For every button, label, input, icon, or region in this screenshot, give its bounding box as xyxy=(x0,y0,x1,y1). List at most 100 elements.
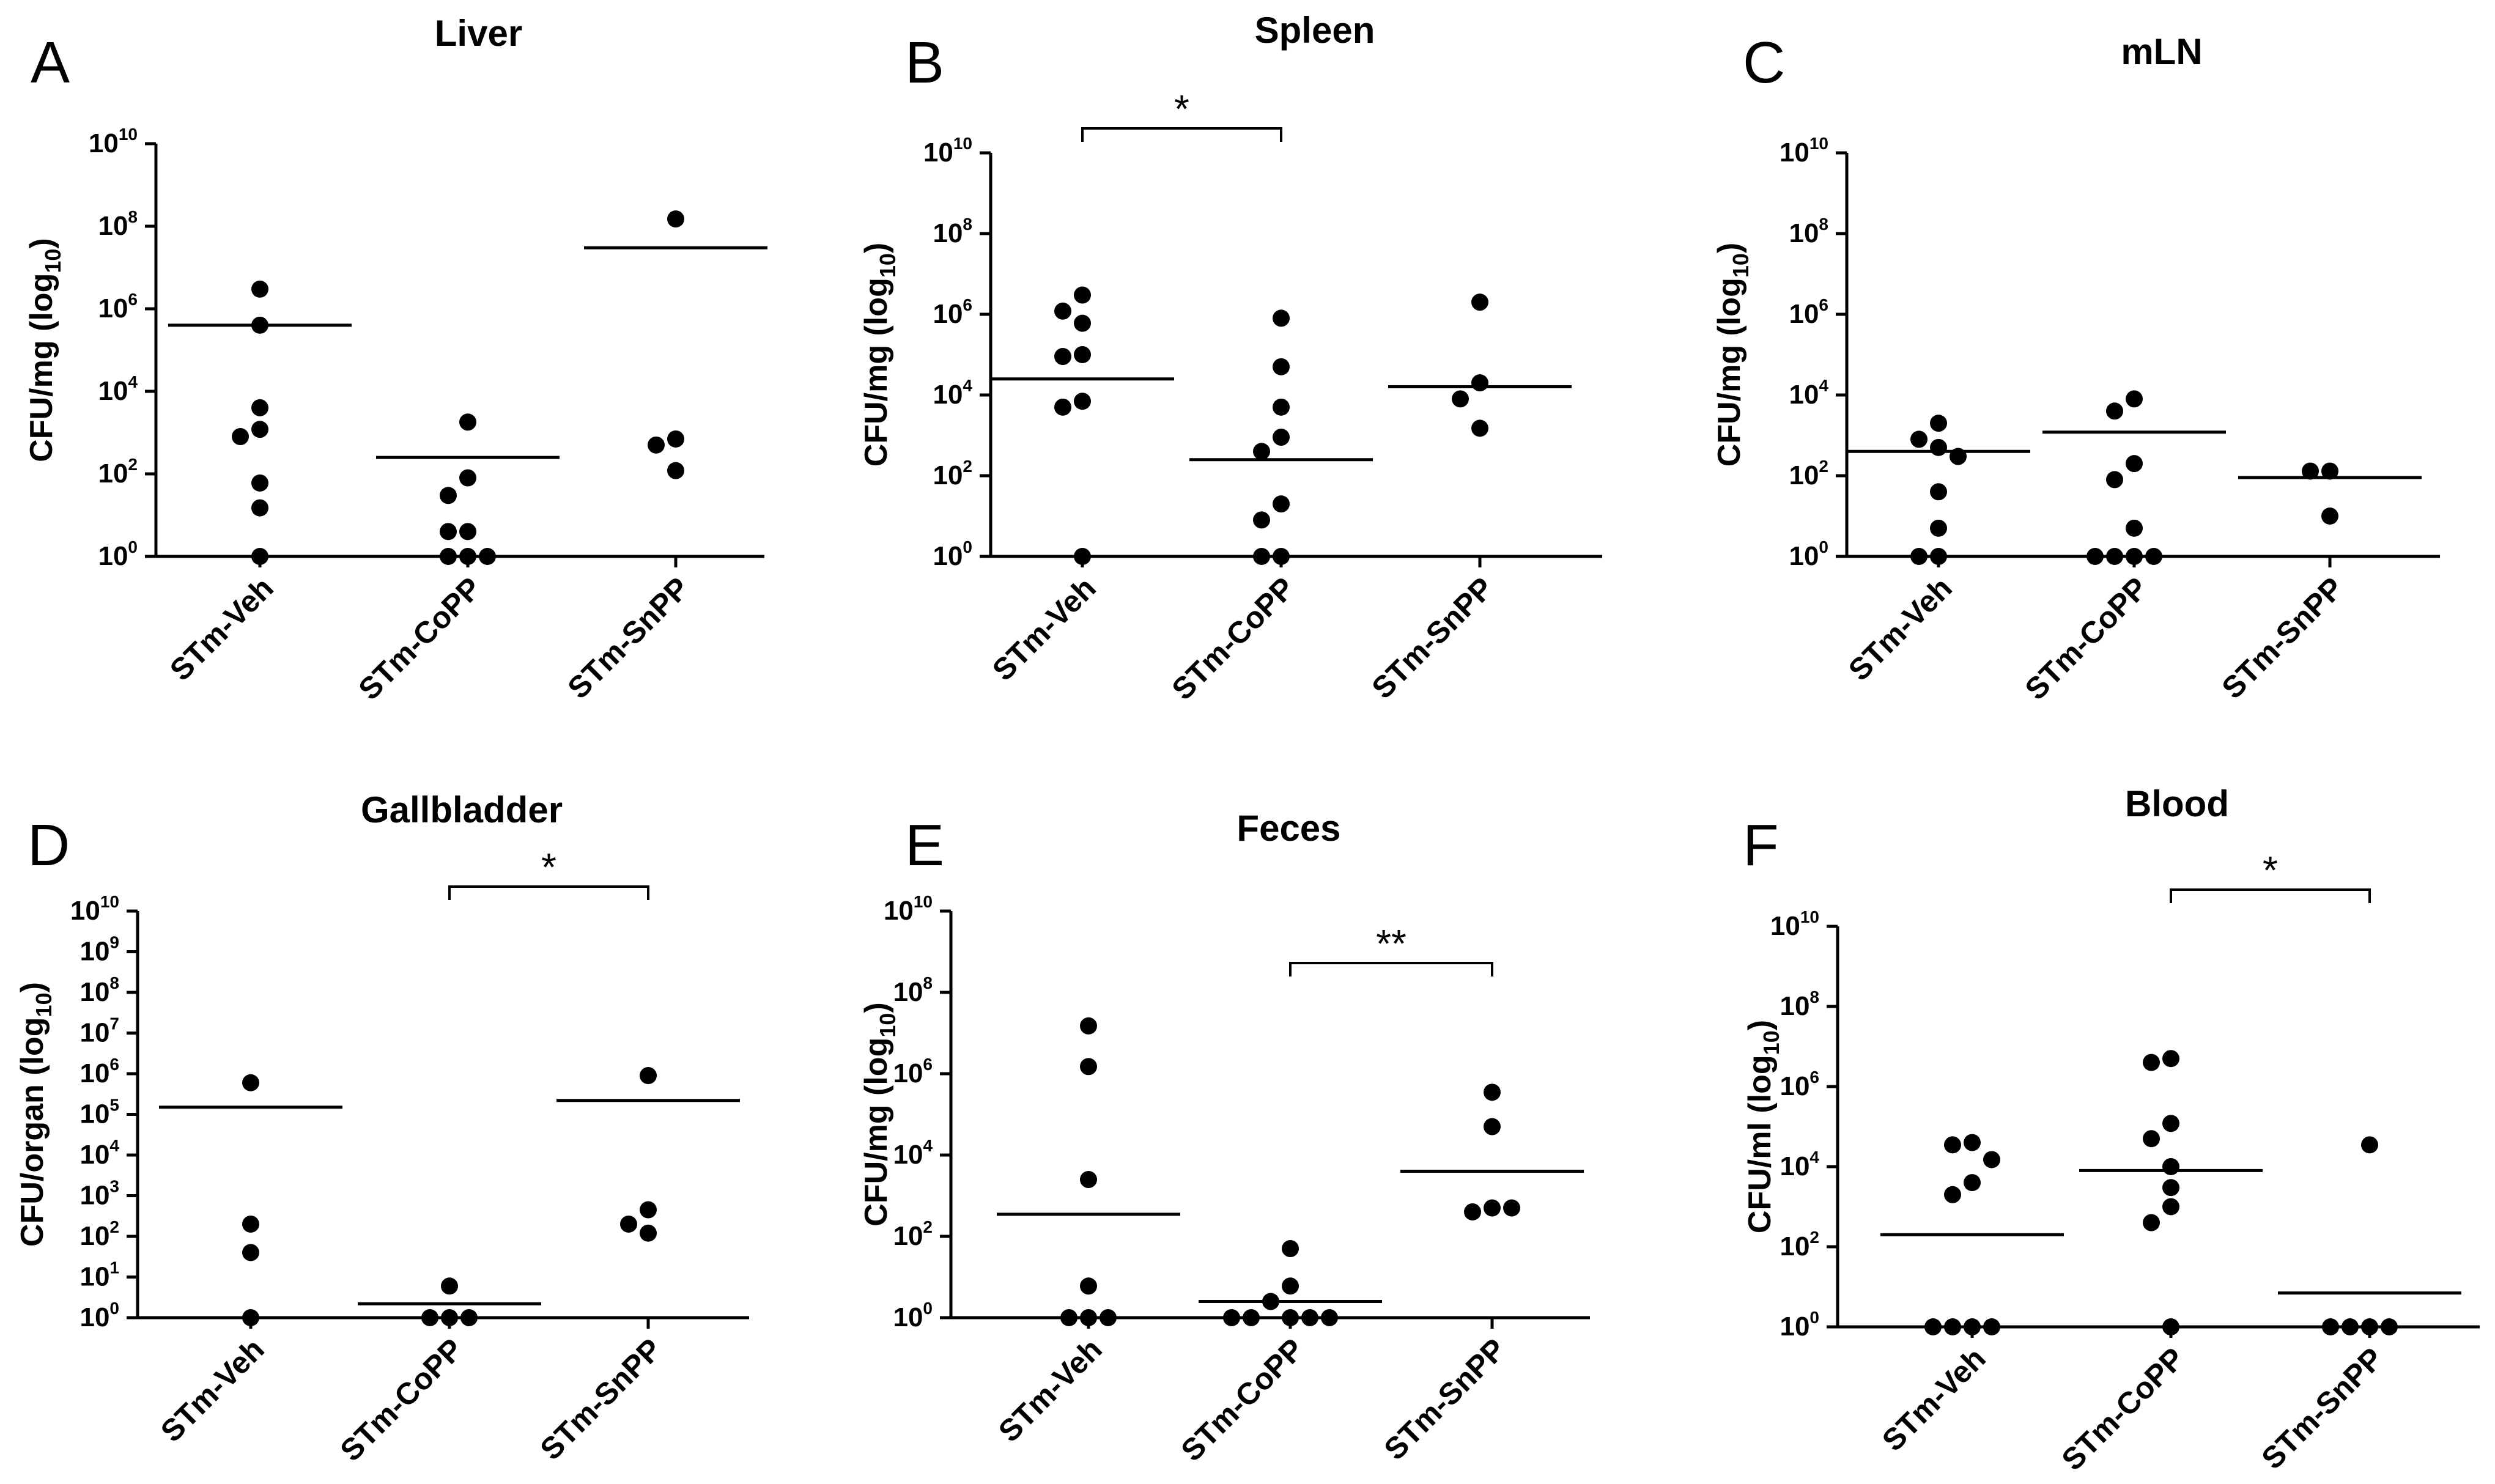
y-tick-label-d: 101 xyxy=(79,1258,119,1292)
data-point-a xyxy=(667,210,684,228)
category-label-e: STm-SnPP xyxy=(1377,1332,1512,1466)
data-point-f xyxy=(2143,1130,2160,1148)
y-tick-label-f: 108 xyxy=(1780,987,1819,1021)
data-point-e xyxy=(1080,1277,1097,1295)
data-point-f xyxy=(2162,1198,2179,1216)
y-tick-label-d: 108 xyxy=(79,973,119,1007)
significance-bracket-b xyxy=(1081,127,1282,142)
data-point-b xyxy=(1074,286,1091,304)
data-point-b xyxy=(1273,495,1290,513)
data-point-c xyxy=(1930,519,1947,537)
data-point-a xyxy=(459,469,476,487)
data-point-b xyxy=(1074,393,1091,410)
panel-b: B Spleen CFU/mg (log10) 100 102 104 106 108 1010… xyxy=(859,10,1602,706)
y-axis-label-d: CFU/organ (log10) xyxy=(15,982,56,1247)
y-axis-label-c: CFU/mg (log10) xyxy=(1712,243,1753,467)
significance-bracket-f xyxy=(2170,888,2371,903)
category-label-a: STm-SnPP xyxy=(561,570,695,705)
data-point-b xyxy=(1273,398,1290,416)
y-tick-label-c: 1010 xyxy=(1780,134,1828,168)
data-point-f xyxy=(2162,1318,2179,1335)
data-point-e xyxy=(1484,1118,1501,1135)
data-point-c xyxy=(2321,508,2338,525)
data-point-f xyxy=(2162,1115,2179,1132)
data-point-b xyxy=(1471,419,1488,437)
y-tick-label-e: 102 xyxy=(893,1217,933,1251)
y-tick-label-b: 100 xyxy=(933,537,972,571)
data-point-e xyxy=(1301,1309,1318,1326)
panel-title-d: Gallbladder xyxy=(361,789,563,830)
y-tick-label-d: 105 xyxy=(79,1096,119,1129)
data-point-f xyxy=(2162,1179,2179,1197)
panel-letter-f: F xyxy=(1743,813,1779,878)
data-point-e xyxy=(1282,1309,1299,1326)
panel-title-c: mLN xyxy=(2121,31,2202,72)
data-point-d xyxy=(242,1074,259,1091)
data-point-f xyxy=(2342,1318,2359,1335)
y-tick-label-f: 106 xyxy=(1780,1068,1819,1101)
data-point-a xyxy=(667,462,684,479)
y-tick-label-c: 100 xyxy=(1789,537,1828,571)
y-axis-label-e: CFU/mg (log10) xyxy=(859,1002,900,1226)
significance-label-b: * xyxy=(1174,87,1189,131)
significance-label-e: ** xyxy=(1376,921,1406,965)
panel-title-f: Blood xyxy=(2125,783,2229,824)
data-point-b xyxy=(1253,511,1270,529)
data-point-c xyxy=(2302,462,2319,480)
data-point-a xyxy=(251,399,268,416)
data-point-e xyxy=(1080,1017,1097,1035)
y-tick-label-d: 109 xyxy=(79,933,119,967)
data-point-f xyxy=(1983,1151,2000,1168)
data-point-d xyxy=(441,1309,458,1326)
data-point-a xyxy=(459,523,476,541)
data-point-c xyxy=(2087,548,2104,565)
y-tick-label-a: 100 xyxy=(98,537,138,571)
data-point-a xyxy=(251,421,268,438)
data-point-a xyxy=(251,548,268,565)
y-tick-label-d: 1010 xyxy=(70,892,119,926)
y-tick-label-a: 102 xyxy=(98,455,138,489)
panel-title-e: Feces xyxy=(1236,808,1340,849)
y-tick-label-e: 104 xyxy=(893,1136,933,1170)
data-point-d xyxy=(421,1309,438,1326)
data-point-c xyxy=(2145,548,2162,565)
data-point-e xyxy=(1080,1309,1097,1326)
y-tick-label-c: 102 xyxy=(1789,457,1828,490)
data-point-f xyxy=(2143,1054,2160,1071)
category-label-c: STm-Veh xyxy=(1842,570,1959,687)
data-point-c xyxy=(1930,483,1947,501)
data-point-c xyxy=(2126,548,2143,565)
category-label-e: STm-CoPP xyxy=(1174,1332,1310,1467)
panel-e: E Feces CFU/mg (log10) 100 102 104 106 108 1010 S… xyxy=(859,808,1590,1467)
y-tick-label-a: 104 xyxy=(98,372,138,406)
data-point-f xyxy=(2162,1158,2179,1175)
data-point-b xyxy=(1273,358,1290,375)
y-tick-label-d: 106 xyxy=(79,1055,119,1088)
data-point-e xyxy=(1464,1203,1481,1220)
y-tick-label-c: 104 xyxy=(1789,376,1828,410)
data-point-f xyxy=(2361,1318,2378,1335)
y-tick-label-e: 1010 xyxy=(884,892,933,926)
category-label-a: STm-CoPP xyxy=(352,570,487,706)
data-point-c xyxy=(2126,390,2143,408)
data-point-f xyxy=(1944,1186,1961,1203)
data-point-e xyxy=(1223,1309,1240,1326)
category-label-d: STm-Veh xyxy=(154,1332,271,1449)
data-point-c xyxy=(2106,548,2123,565)
y-tick-label-b: 104 xyxy=(933,376,972,410)
data-point-b xyxy=(1273,309,1290,327)
data-point-b xyxy=(1452,390,1469,408)
data-point-a xyxy=(232,428,249,446)
y-tick-label-c: 106 xyxy=(1789,295,1828,329)
category-label-d: STm-SnPP xyxy=(533,1332,668,1466)
data-point-c xyxy=(1930,548,1947,565)
data-point-d xyxy=(242,1309,259,1326)
y-tick-label-b: 1010 xyxy=(923,134,972,168)
data-point-c xyxy=(1930,438,1947,456)
y-tick-label-f: 104 xyxy=(1780,1148,1819,1181)
data-point-e xyxy=(1080,1171,1097,1189)
y-tick-label-d: 102 xyxy=(79,1217,119,1251)
category-label-a: STm-Veh xyxy=(163,570,280,687)
data-point-f xyxy=(2322,1318,2339,1335)
